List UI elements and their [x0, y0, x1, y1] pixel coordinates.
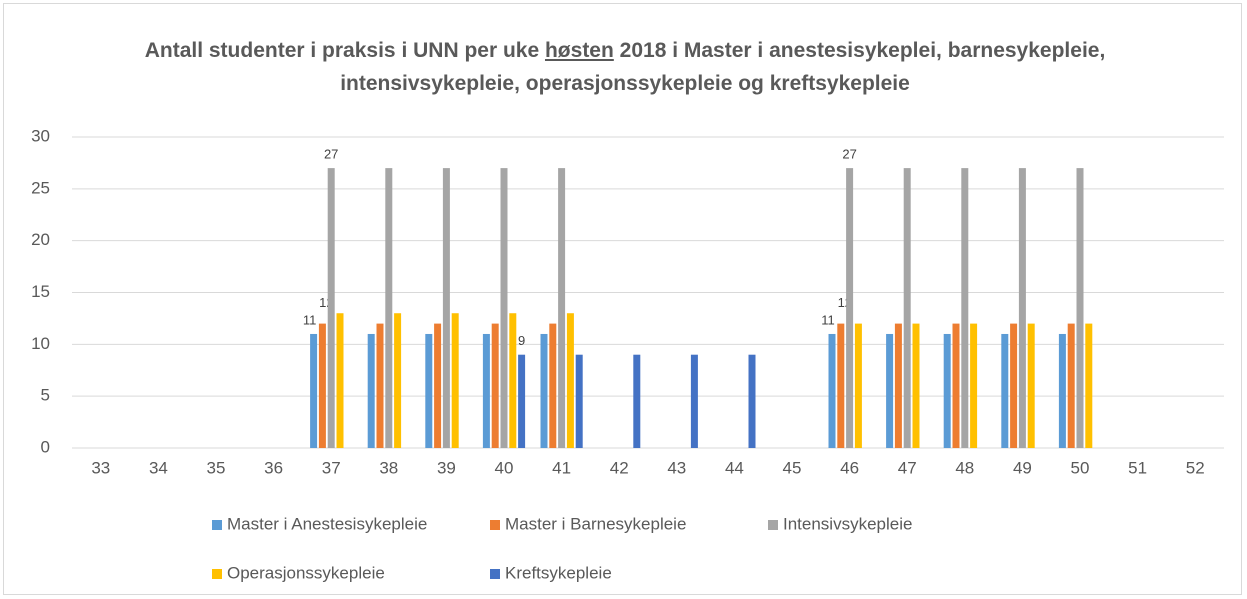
legend-label: Master i Barnesykepleie — [505, 514, 686, 533]
x-tick-label: 41 — [552, 458, 571, 477]
bar — [385, 168, 393, 448]
bar — [828, 333, 836, 448]
data-label: 9 — [518, 333, 525, 348]
bar — [748, 354, 756, 448]
x-tick-label: 40 — [495, 458, 514, 477]
x-tick-label: 42 — [610, 458, 629, 477]
x-tick-label: 35 — [207, 458, 226, 477]
bar — [943, 333, 951, 448]
bar — [376, 323, 384, 448]
title-part: Antall studenter i praksis i UNN per uke — [144, 39, 545, 62]
bar — [500, 168, 508, 448]
chart-title: Antall studenter i praksis i UNN per uke… — [130, 34, 1120, 100]
legend-label: Intensivsykepleie — [783, 514, 912, 533]
bar — [1076, 168, 1084, 448]
bar — [442, 168, 450, 448]
bar — [1001, 333, 1009, 448]
bar — [886, 333, 894, 448]
x-tick-label: 38 — [379, 458, 398, 477]
legend-swatch — [212, 569, 222, 579]
data-label: 11 — [303, 312, 317, 327]
x-tick-label: 34 — [149, 458, 168, 477]
x-tick-label: 39 — [437, 458, 456, 477]
bar — [336, 313, 344, 448]
x-tick-label: 33 — [91, 458, 110, 477]
bar — [518, 354, 526, 448]
x-tick-label: 47 — [898, 458, 917, 477]
bar — [903, 168, 911, 448]
x-tick-label: 50 — [1071, 458, 1090, 477]
bar — [633, 354, 641, 448]
bar — [575, 354, 583, 448]
legend-swatch — [212, 520, 222, 530]
bar — [549, 323, 557, 448]
y-tick-label: 15 — [31, 282, 50, 301]
y-tick-label: 20 — [31, 230, 50, 249]
x-tick-label: 36 — [264, 458, 283, 477]
bar — [912, 323, 920, 448]
x-tick-label: 45 — [783, 458, 802, 477]
legend-label: Kreftsykepleie — [505, 563, 612, 582]
chart-frame — [3, 3, 1242, 595]
bar — [961, 168, 969, 448]
y-tick-label: 10 — [31, 334, 50, 353]
legend-label: Operasjonssykepleie — [227, 563, 385, 582]
x-tick-label: 52 — [1186, 458, 1205, 477]
bar — [1027, 323, 1035, 448]
legend-swatch — [490, 569, 500, 579]
bar — [894, 323, 902, 448]
bar — [318, 323, 326, 448]
y-tick-label: 5 — [41, 386, 50, 405]
bar — [566, 313, 574, 448]
x-tick-label: 37 — [322, 458, 341, 477]
data-label: 11 — [821, 312, 835, 327]
bar — [434, 323, 442, 448]
x-tick-label: 51 — [1128, 458, 1147, 477]
title-part: 2018 i Master i anestesisykeplei, barnes… — [340, 39, 1106, 95]
bar — [690, 354, 698, 448]
y-tick-label: 25 — [31, 178, 50, 197]
y-tick-label: 0 — [41, 437, 50, 456]
bar — [952, 323, 960, 448]
y-tick-label: 30 — [31, 126, 50, 145]
legend-swatch — [768, 520, 778, 530]
x-tick-label: 43 — [667, 458, 686, 477]
x-tick-label: 48 — [955, 458, 974, 477]
bar — [854, 323, 862, 448]
bar — [509, 313, 517, 448]
bar — [846, 168, 854, 448]
bar — [482, 333, 490, 448]
bar — [1067, 323, 1075, 448]
x-tick-label: 46 — [840, 458, 859, 477]
bar — [1058, 333, 1066, 448]
bar — [540, 333, 548, 448]
x-tick-label: 49 — [1013, 458, 1032, 477]
legend-swatch — [490, 520, 500, 530]
bar — [394, 313, 402, 448]
bar — [1018, 168, 1026, 448]
bar — [327, 168, 335, 448]
bar — [1085, 323, 1093, 448]
bar — [491, 323, 499, 448]
legend-label: Master i Anestesisykepleie — [227, 514, 427, 533]
bar — [1010, 323, 1018, 448]
bar — [310, 333, 318, 448]
data-label: 27 — [842, 147, 856, 162]
title-part: høsten — [544, 39, 614, 62]
x-tick-label: 44 — [725, 458, 744, 477]
bar — [558, 168, 566, 448]
bar — [837, 323, 845, 448]
bar — [367, 333, 375, 448]
bar — [451, 313, 459, 448]
data-label: 27 — [324, 147, 338, 162]
bar — [425, 333, 433, 448]
bar — [970, 323, 978, 448]
